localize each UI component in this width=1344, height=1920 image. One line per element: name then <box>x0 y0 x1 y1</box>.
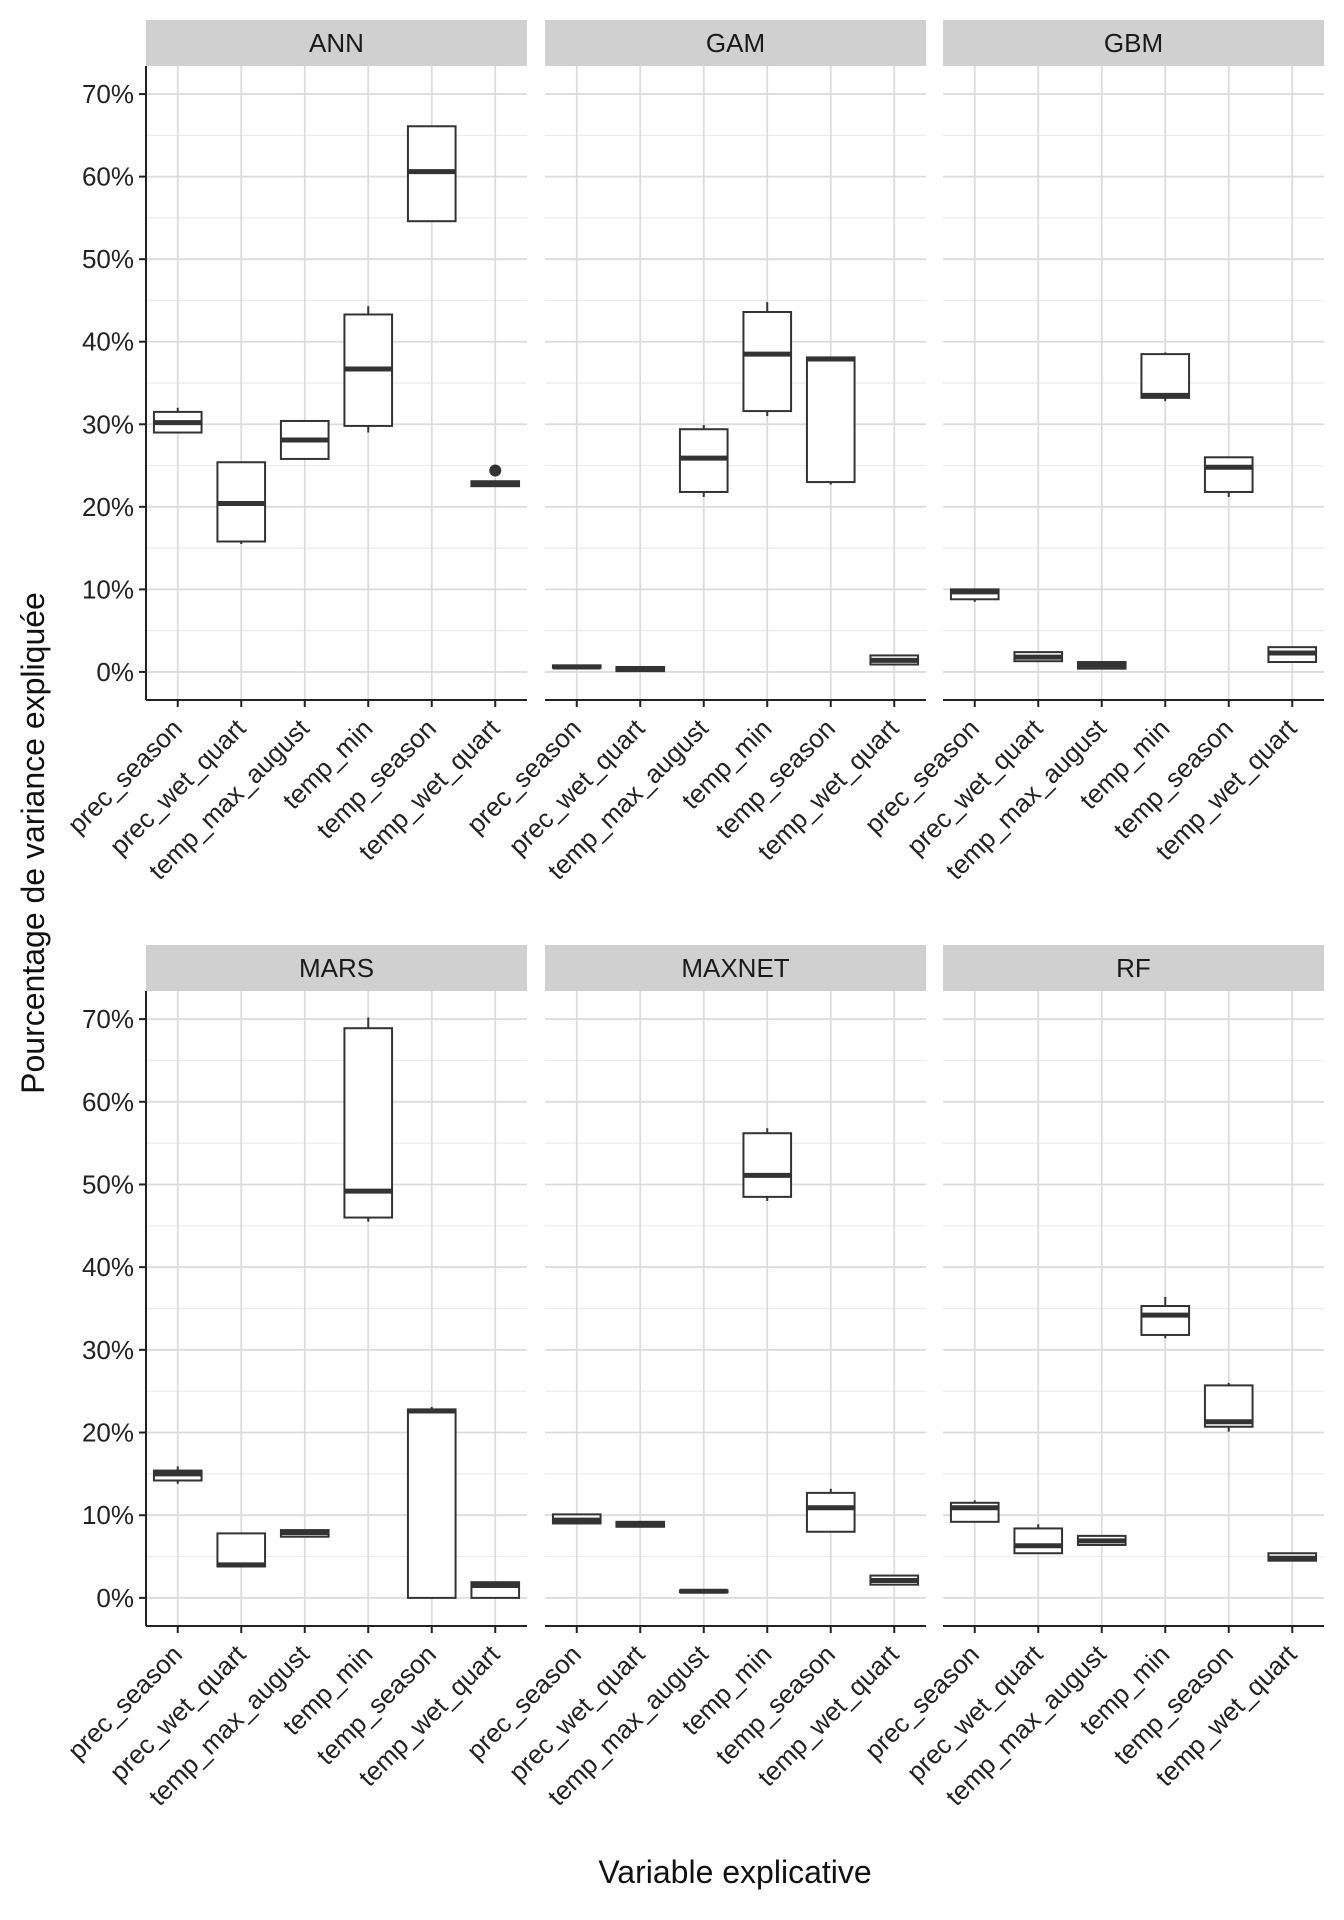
box-prec_season <box>551 1513 602 1525</box>
strip-label: MAXNET <box>681 953 789 983</box>
strip-label: GAM <box>706 28 765 58</box>
box-temp_min <box>1140 1296 1191 1339</box>
box-temp_season <box>805 356 856 485</box>
box-iqr <box>742 1132 793 1198</box>
panel-maxnet: MAXNETprec_seasonprec_wet_quarttemp_max_… <box>460 945 926 1811</box>
strip-background <box>146 945 527 991</box>
y-tick-label: 30% <box>82 409 134 439</box>
box-temp_min <box>343 306 394 433</box>
box-iqr <box>1013 1527 1064 1555</box>
panel-ann: ANN0%10%20%30%40%50%60%70%prec_seasonpre… <box>61 20 527 885</box>
box-temp_min <box>742 302 793 417</box>
box-prec_season <box>551 664 602 670</box>
panel-mars: MARS0%10%20%30%40%50%60%70%prec_seasonpr… <box>61 945 527 1811</box>
box-temp_max_august <box>279 1529 330 1538</box>
box-iqr <box>216 1532 267 1568</box>
y-tick-label: 60% <box>82 162 134 192</box>
box-temp_max_august <box>678 425 729 497</box>
box-prec_wet_quart <box>615 665 666 673</box>
box-prec_wet_quart <box>216 1532 267 1568</box>
box-iqr <box>343 1027 394 1219</box>
box-prec_wet_quart <box>216 461 267 544</box>
strip-background <box>943 945 1324 991</box>
box-iqr <box>805 1491 856 1533</box>
box-iqr <box>742 311 793 413</box>
box-iqr <box>1203 456 1254 493</box>
box-temp_min <box>742 1128 793 1202</box>
y-tick-label: 50% <box>82 244 134 274</box>
box-temp_max_august <box>279 419 330 460</box>
box-temp_season <box>1203 456 1254 497</box>
y-tick-label: 20% <box>82 492 134 522</box>
box-prec_wet_quart <box>1013 1524 1064 1555</box>
y-tick-label: 0% <box>96 1583 134 1613</box>
strip-background <box>146 20 527 66</box>
y-tick-label: 40% <box>82 327 134 357</box>
box-temp_wet_quart <box>1267 1552 1318 1562</box>
strip-label: ANN <box>309 28 364 58</box>
box-iqr <box>1140 353 1191 399</box>
box-iqr <box>1140 1305 1191 1336</box>
box-iqr <box>406 1408 457 1599</box>
y-tick-label: 40% <box>82 1252 134 1282</box>
strip-label: GBM <box>1104 28 1163 58</box>
y-tick-label: 50% <box>82 1169 134 1199</box>
box-temp_wet_quart <box>470 464 521 488</box>
box-temp_max_august <box>678 1588 729 1594</box>
box-prec_season <box>949 1500 1000 1523</box>
box-temp_max_august <box>1076 1534 1127 1546</box>
y-tick-label: 70% <box>82 79 134 109</box>
box-temp_season <box>1203 1382 1254 1432</box>
box-temp_max_august <box>1076 661 1127 670</box>
y-tick-label: 20% <box>82 1418 134 1448</box>
box-temp_season <box>406 1406 457 1599</box>
box-prec_season <box>152 1466 203 1484</box>
box-temp_min <box>1140 352 1191 402</box>
y-tick-label: 30% <box>82 1335 134 1365</box>
box-temp_season <box>406 125 457 223</box>
box-prec_season <box>949 588 1000 602</box>
box-temp_wet_quart <box>869 1574 920 1586</box>
box-prec_wet_quart <box>1013 651 1064 663</box>
strip-label: RF <box>1116 953 1151 983</box>
strip-background <box>943 20 1324 66</box>
strip-background <box>545 945 926 991</box>
x-axis-title: Variable explicative <box>598 1854 871 1890</box>
box-temp_wet_quart <box>1267 646 1318 664</box>
panel-gbm: GBMprec_seasonprec_wet_quarttemp_max_aug… <box>858 20 1324 885</box>
y-tick-label: 10% <box>82 574 134 604</box>
y-axis-title: Pourcentage de variance expliquée <box>15 592 51 1094</box>
panel-gam: GAMprec_seasonprec_wet_quarttemp_max_aug… <box>460 20 926 885</box>
y-tick-label: 70% <box>82 1004 134 1034</box>
y-tick-label: 0% <box>96 657 134 687</box>
box-iqr <box>805 356 856 484</box>
strip-label: MARS <box>299 953 374 983</box>
outlier-point <box>489 464 502 477</box>
box-temp_wet_quart <box>869 654 920 666</box>
y-tick-label: 60% <box>82 1087 134 1117</box>
strip-background <box>545 20 926 66</box>
box-temp_min <box>343 1017 394 1222</box>
box-temp_season <box>805 1488 856 1533</box>
box-prec_season <box>152 407 203 434</box>
box-prec_wet_quart <box>615 1520 666 1528</box>
panel-rf: RFprec_seasonprec_wet_quarttemp_max_augu… <box>858 945 1324 1811</box>
y-tick-label: 10% <box>82 1500 134 1530</box>
box-temp_wet_quart <box>470 1581 521 1599</box>
